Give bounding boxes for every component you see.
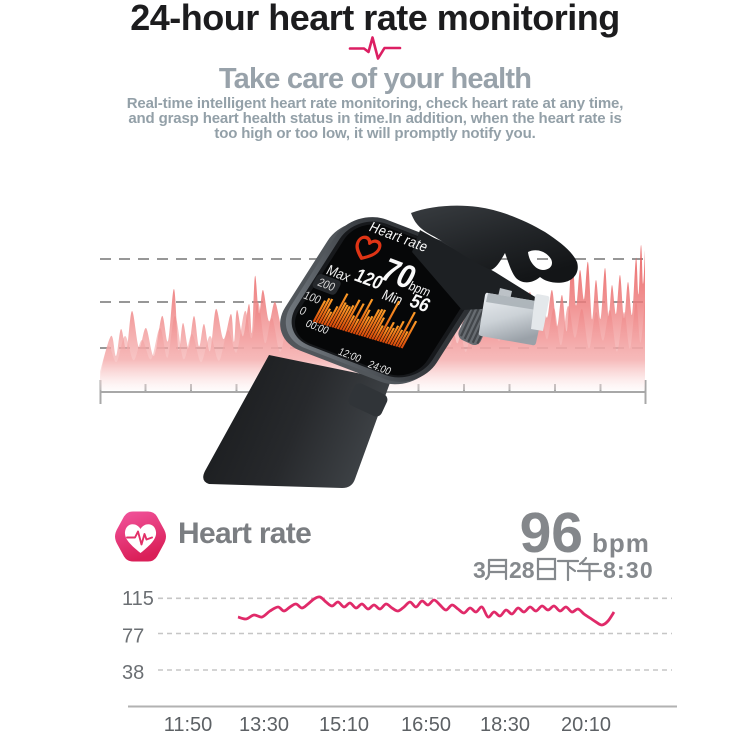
svg-text:3: 3 (473, 557, 486, 583)
svg-text:and grasp heart health status: and grasp heart health status in time.In… (128, 110, 621, 127)
svg-text:100: 100 (301, 289, 323, 306)
svg-text:77: 77 (122, 626, 144, 648)
svg-text:bpm: bpm (592, 528, 650, 558)
svg-text:28: 28 (509, 557, 535, 583)
svg-text:Take care of your health: Take care of your health (219, 63, 531, 95)
svg-text:13:30: 13:30 (239, 714, 289, 736)
svg-text:200: 200 (315, 277, 337, 294)
svg-text:too high or too low, it will p: too high or too low, it will promptly no… (214, 125, 535, 142)
svg-text:Real-time intelligent heart ra: Real-time intelligent heart rate monitor… (127, 95, 624, 112)
svg-text:11:50: 11:50 (164, 714, 213, 736)
svg-text:96: 96 (520, 501, 583, 565)
svg-text:8:30: 8:30 (603, 557, 654, 583)
svg-text:20:10: 20:10 (561, 714, 611, 736)
svg-text:24-hour heart rate monitoring: 24-hour heart rate monitoring (130, 0, 620, 38)
svg-text:15:10: 15:10 (319, 714, 369, 736)
svg-text:18:30: 18:30 (480, 714, 530, 736)
svg-text:115: 115 (122, 588, 154, 610)
svg-text:0: 0 (297, 305, 308, 318)
svg-text:Heart rate: Heart rate (178, 517, 311, 550)
svg-text:bpm: bpm (406, 279, 434, 300)
svg-text:16:50: 16:50 (401, 714, 451, 736)
svg-text:38: 38 (122, 662, 144, 684)
